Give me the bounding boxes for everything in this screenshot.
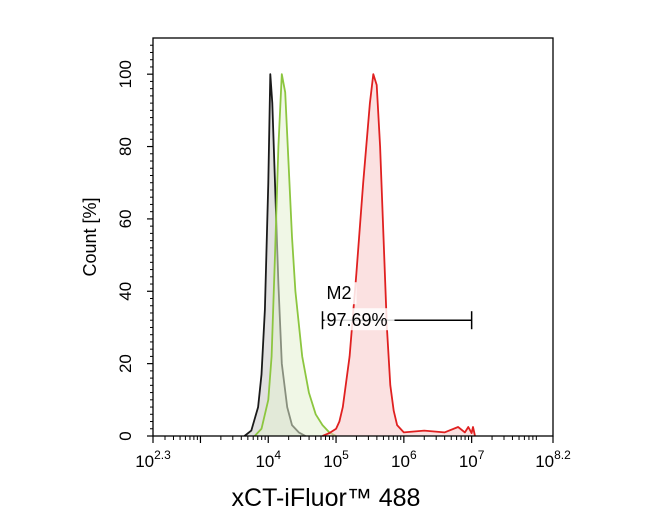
x-tick-label: 105 [323,448,349,471]
x-tick-label: 107 [459,448,485,471]
y-tick-label: 80 [116,137,135,156]
series-2-area [322,74,475,436]
marker-value: 97.69% [326,310,387,330]
y-tick-label: 60 [116,209,135,228]
x-tick-label: 102.3 [135,448,171,471]
marker-label: M2 [326,283,351,303]
x-tick-label: 104 [255,448,281,471]
x-axis-title: xCT-iFluor™ 488 [232,484,421,512]
marker-value-bg [324,308,395,331]
y-tick-label: 100 [116,60,135,88]
marker-layer: M2 97.69% [321,282,473,331]
series-1-area [254,74,337,436]
y-axis-title: Count [%] [80,197,100,276]
y-tick-label: 20 [116,354,135,373]
x-tick-label: 108.2 [535,448,571,471]
series-2-line [322,73,476,437]
y-tick-label: 0 [116,431,135,440]
y-tick-label: 40 [116,282,135,301]
series-layer [243,73,476,437]
axis-layer: 0 20 40 60 80 100 102.3 104 105 106 107 108.2 [116,44,571,471]
series-1-line [254,73,337,437]
x-tick-label: 106 [391,448,417,471]
plot-frame [152,37,554,437]
marker-label-bg [324,282,357,305]
